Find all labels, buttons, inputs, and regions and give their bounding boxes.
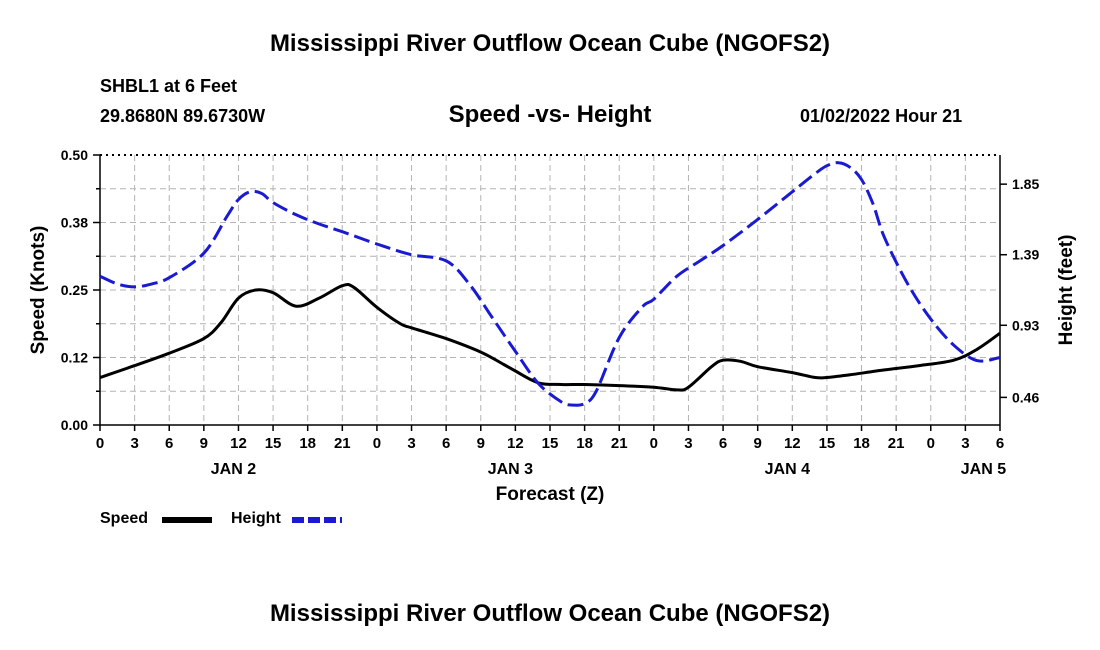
chart-subtitle: Speed -vs- Height [448, 101, 652, 128]
y2-tick-label: 0.46 [1012, 389, 1039, 405]
x-tick-label: 6 [165, 435, 173, 452]
x-tick-label: 0 [927, 435, 935, 452]
legend-speed-label: Speed [100, 510, 149, 527]
date-label: JAN 5 [961, 461, 1006, 478]
x-tick-label: 18 [853, 435, 870, 452]
x-tick-label: 15 [542, 435, 559, 452]
footer-title: Mississippi River Outflow Ocean Cube (NG… [269, 600, 831, 627]
x-tick-label: 0 [96, 435, 104, 452]
coordinates-label: 29.8680N 89.6730W [100, 106, 266, 126]
x-tick-label: 3 [407, 435, 415, 452]
x-tick-label: 9 [477, 435, 485, 452]
x-tick-label: 9 [754, 435, 762, 452]
x-tick-label: 6 [442, 435, 450, 452]
chart-title: Mississippi River Outflow Ocean Cube (NG… [269, 30, 831, 57]
x-tick-label: 3 [684, 435, 692, 452]
y2-tick-label: 1.85 [1012, 176, 1039, 192]
x-tick-label: 15 [819, 435, 836, 452]
y2-tick-label: 0.93 [1012, 317, 1039, 333]
forecast-datetime: 01/02/2022 Hour 21 [800, 106, 963, 126]
x-axis-title: Forecast (Z) [496, 484, 605, 505]
x-tick-label: 12 [784, 435, 801, 452]
y-tick-label: 0.12 [61, 350, 88, 366]
x-tick-label: 0 [650, 435, 658, 452]
x-tick-label: 18 [576, 435, 593, 452]
y2-tick-label: 1.39 [1012, 247, 1039, 263]
date-label: JAN 4 [765, 461, 810, 478]
date-label: JAN 2 [211, 461, 256, 478]
x-tick-label: 9 [200, 435, 208, 452]
y-axis-title: Speed (Knots) [28, 226, 49, 355]
axis-labels: 0 3 6 9 12 15 18 21 0 3 6 9 12 15 18 21 0 3 6 9 12 15 18 21 0 3 6 J… [28, 147, 1077, 505]
x-tick-label: 0 [373, 435, 381, 452]
legend-height-swatch [292, 517, 342, 523]
y-tick-label: 0.00 [61, 417, 88, 433]
legend-speed-swatch [162, 517, 212, 523]
x-tick-label: 12 [507, 435, 524, 452]
x-tick-label: 3 [961, 435, 969, 452]
x-tick-label: 21 [334, 435, 351, 452]
y2-axis-title: Height (feet) [1056, 235, 1077, 346]
x-tick-label: 12 [230, 435, 247, 452]
x-tick-label: 6 [719, 435, 727, 452]
y-tick-label: 0.50 [61, 147, 88, 163]
axes [93, 154, 1007, 431]
station-label: SHBL1 at 6 Feet [100, 76, 238, 96]
x-tick-label: 3 [130, 435, 138, 452]
x-tick-label: 21 [888, 435, 905, 452]
x-tick-label: 15 [265, 435, 282, 452]
x-tick-label: 21 [611, 435, 628, 452]
y-tick-label: 0.25 [61, 282, 88, 298]
height-series-line [99, 161, 1001, 407]
y-tick-label: 0.38 [61, 215, 88, 231]
x-tick-label: 18 [299, 435, 316, 452]
date-label: JAN 3 [488, 461, 533, 478]
legend-height-label: Height [231, 510, 281, 527]
grid [100, 155, 1000, 425]
series-lines [99, 161, 1001, 407]
x-tick-label: 6 [996, 435, 1004, 452]
